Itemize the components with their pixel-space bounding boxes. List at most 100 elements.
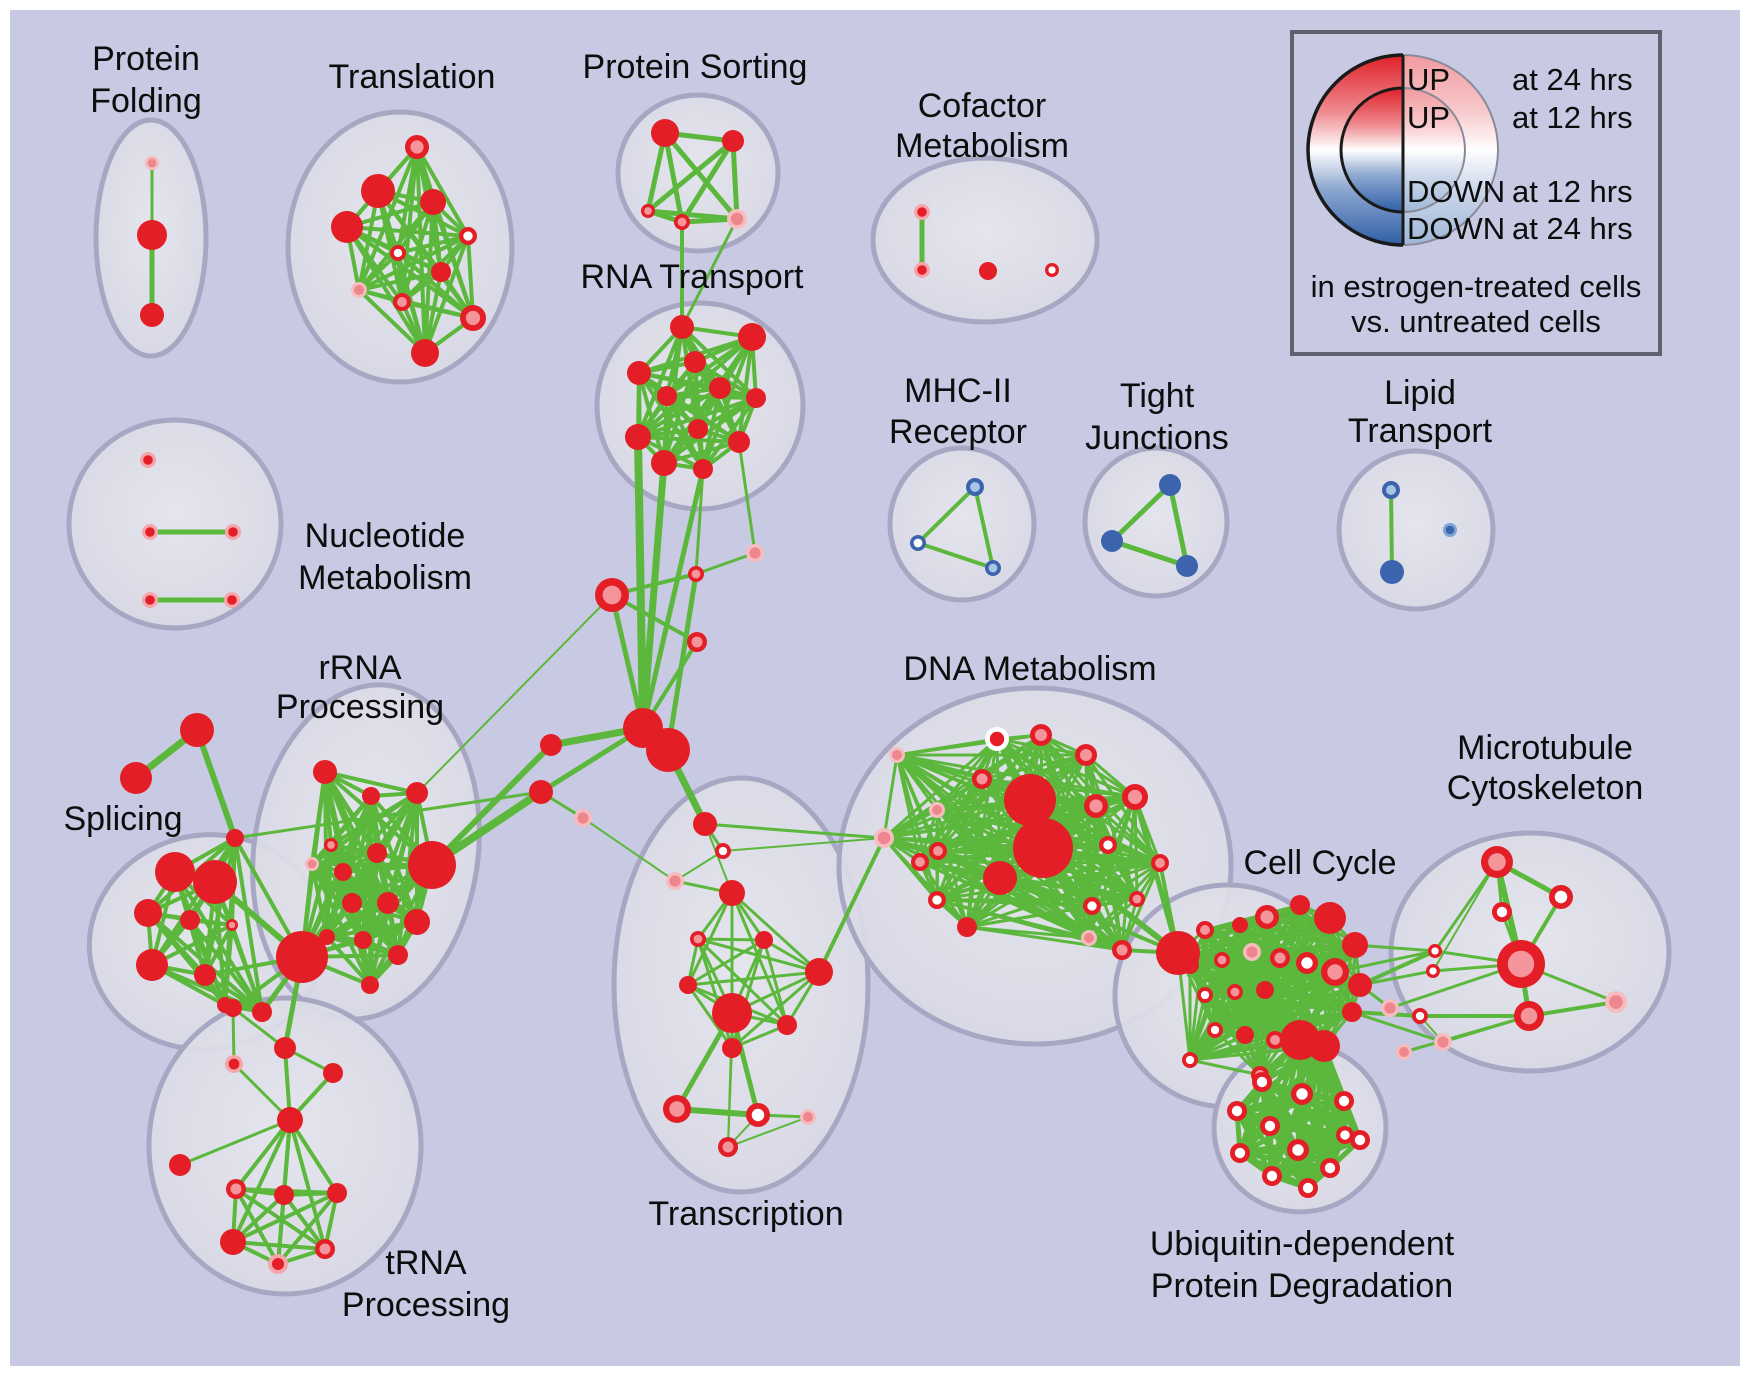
node-j2	[1101, 530, 1123, 552]
node-l1	[1382, 481, 1400, 499]
legend-box	[1290, 30, 1662, 356]
edge	[895, 753, 922, 864]
edge	[232, 1062, 292, 1122]
node-q12	[319, 929, 335, 945]
edge	[1109, 482, 1173, 544]
node-j3	[1176, 555, 1198, 577]
edge	[466, 234, 475, 320]
edge	[416, 594, 613, 794]
node-v1	[1252, 1072, 1272, 1092]
node-d16	[1129, 891, 1145, 907]
node-s3	[641, 204, 655, 218]
node-jn	[276, 931, 328, 983]
edge	[694, 467, 705, 576]
edge	[310, 862, 372, 987]
edge	[1433, 860, 1499, 953]
node-d13	[1084, 794, 1108, 818]
edge	[817, 836, 886, 974]
edge	[645, 138, 736, 214]
node-k10	[1270, 948, 1290, 968]
cluster-label-lipid-transport: Lipid	[1384, 374, 1456, 412]
node-b2	[193, 860, 237, 904]
cluster-label-mhc-ii-receptor: Receptor	[889, 413, 1027, 451]
node-b10	[252, 1002, 272, 1022]
node-b1	[155, 852, 195, 892]
edge	[895, 753, 1098, 808]
edge	[1039, 733, 1124, 952]
edge	[1333, 949, 1437, 974]
node-q7	[367, 843, 387, 863]
node-d21	[957, 917, 977, 937]
node-r10	[728, 431, 750, 453]
edge	[538, 725, 646, 795]
node-l2	[1443, 523, 1457, 537]
edge	[895, 753, 1139, 901]
edge	[916, 541, 995, 570]
node-n11	[315, 1239, 335, 1259]
node-pf3	[140, 303, 164, 327]
node-d8	[1013, 818, 1073, 878]
cluster-label-cofactor-metabolism: Metabolism	[895, 127, 1069, 165]
node-n3	[274, 1037, 296, 1059]
cluster-label-ubiquitin-degradation: Protein Degradation	[1151, 1267, 1453, 1305]
node-t9	[393, 293, 411, 311]
node-n12	[268, 1254, 288, 1274]
edge	[357, 234, 470, 292]
legend-direction-2: DOWN	[1407, 174, 1505, 209]
node-u0b	[1308, 1030, 1340, 1062]
edge	[662, 130, 685, 225]
node-k4	[1290, 895, 1310, 915]
edge	[178, 1118, 292, 1167]
edge	[429, 742, 554, 868]
node-m8	[1514, 1001, 1544, 1031]
edge	[730, 891, 821, 974]
node-t5	[459, 227, 477, 245]
legend-time-1: at 12 hrs	[1512, 100, 1633, 135]
node-b3	[134, 899, 162, 927]
edge	[233, 790, 543, 840]
node-q8	[408, 841, 456, 889]
node-x2	[715, 843, 731, 859]
edge	[639, 459, 668, 732]
node-v5	[1350, 1130, 1370, 1150]
cluster-label-protein-folding: Protein	[92, 40, 200, 78]
node-k20	[1182, 1052, 1198, 1068]
node-n8	[274, 1185, 294, 1205]
node-f4	[1045, 263, 1059, 277]
node-k9	[1243, 943, 1261, 961]
edge	[680, 325, 758, 400]
node-d22	[911, 853, 929, 871]
node-r1	[670, 315, 694, 339]
edge	[727, 1012, 733, 1148]
edge	[701, 335, 754, 471]
node-r8	[688, 419, 708, 439]
node-k15	[1227, 984, 1243, 1000]
cluster-label-ubiquitin-degradation: Ubiquitin-dependent	[1150, 1225, 1455, 1263]
node-h2	[646, 728, 690, 772]
edge	[998, 876, 1180, 955]
cluster-cofactor-metabolism	[870, 155, 1100, 325]
node-r11	[651, 450, 677, 476]
node-pf1	[145, 156, 159, 170]
node-x10	[777, 1015, 797, 1035]
node-g2	[910, 535, 926, 551]
node-u1	[140, 452, 156, 468]
node-q2	[362, 787, 380, 805]
edge	[282, 1193, 327, 1251]
cluster-label-lipid-transport: Transport	[1348, 412, 1493, 450]
node-x15	[718, 1137, 738, 1157]
node-g3	[985, 560, 1001, 576]
node-x12	[663, 1095, 691, 1123]
cluster-label-protein-folding: Folding	[90, 82, 202, 120]
node-q13	[354, 931, 372, 949]
node-q1	[313, 760, 337, 784]
node-v10	[1262, 1166, 1282, 1186]
edge	[234, 1187, 280, 1266]
node-k6	[1342, 932, 1368, 958]
node-k17	[1207, 1022, 1223, 1038]
cluster-label-microtubule: Microtubule	[1457, 729, 1633, 767]
node-a1	[180, 713, 214, 747]
node-a3	[226, 829, 244, 847]
cluster-label-tight-junctions: Junctions	[1085, 419, 1229, 457]
